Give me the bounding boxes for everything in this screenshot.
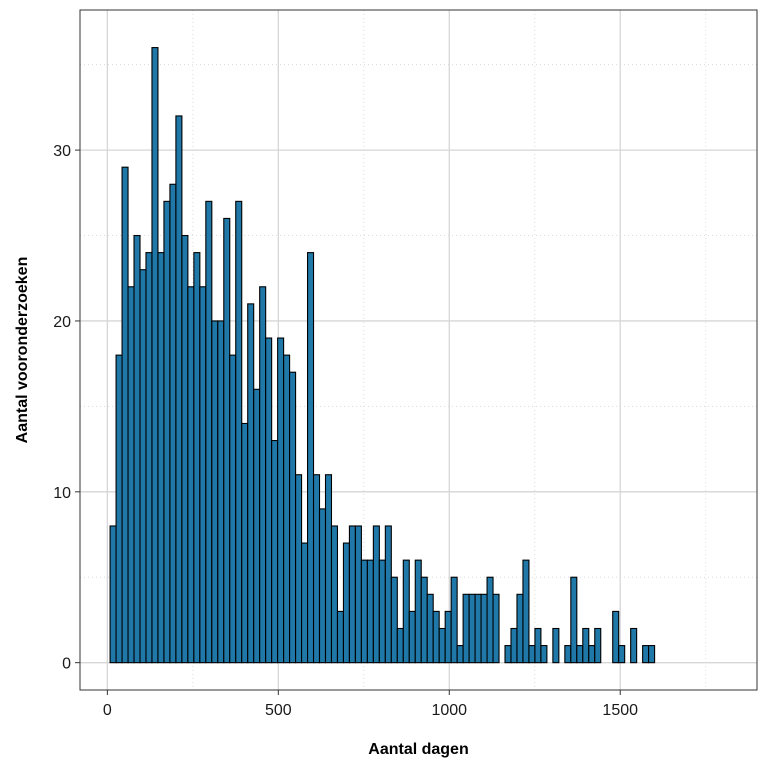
histogram-bar	[468, 593, 476, 664]
histogram-bar	[618, 645, 626, 664]
histogram-bar	[456, 645, 464, 664]
histogram-bar	[510, 627, 518, 664]
histogram-bar	[306, 252, 315, 664]
histogram-bar	[187, 286, 195, 664]
histogram-bar	[528, 645, 536, 664]
histogram-bar	[205, 200, 213, 664]
histogram-bar	[462, 593, 470, 664]
histogram-bar	[163, 200, 171, 664]
histogram-bar	[145, 252, 153, 664]
histogram-bar	[594, 627, 602, 664]
histogram-bar	[223, 217, 231, 664]
histogram-bar	[241, 422, 249, 664]
x-tick-label: 0	[103, 702, 112, 719]
y-tick-label: 30	[53, 143, 71, 160]
histogram-bar	[486, 576, 494, 664]
histogram-bar	[642, 645, 650, 664]
histogram-bar	[193, 252, 201, 664]
histogram-bar	[360, 559, 368, 664]
histogram-bar	[420, 576, 428, 664]
histogram-bar	[426, 593, 434, 664]
tick-layer: 0 500 1000 1500 0 10 20 30	[53, 143, 638, 719]
histogram-bar	[396, 627, 404, 664]
histogram-bar	[474, 593, 482, 664]
histogram-bar	[295, 474, 303, 664]
x-tick-label: 1000	[431, 702, 467, 719]
histogram-bar	[289, 371, 297, 664]
histogram-bar	[157, 252, 165, 664]
histogram-bar	[366, 559, 374, 664]
x-tick-label: 500	[265, 702, 292, 719]
histogram-bar	[354, 525, 362, 664]
histogram-bar	[318, 508, 327, 664]
histogram-bar	[402, 559, 410, 664]
histogram-bar	[115, 354, 123, 664]
histogram-bar	[588, 645, 596, 664]
histogram-bar	[139, 269, 147, 664]
histogram-bar	[109, 525, 117, 664]
histogram-bar	[414, 559, 422, 664]
histogram-bar	[432, 610, 440, 664]
histogram-bar	[348, 525, 356, 664]
histogram-bar	[534, 627, 542, 664]
histogram-bar	[127, 286, 135, 664]
histogram-bar	[169, 183, 177, 664]
panel-border	[79, 9, 758, 691]
histogram-bar	[648, 645, 656, 664]
y-tick-label: 10	[53, 485, 71, 502]
histogram-bar	[181, 234, 189, 664]
histogram-bar	[492, 593, 500, 664]
y-tick-label: 20	[53, 314, 71, 331]
histogram-bar	[564, 645, 572, 664]
histogram-bar	[576, 645, 584, 664]
histogram-bar	[217, 320, 225, 664]
histogram-bar	[570, 576, 578, 664]
histogram-bar	[378, 559, 386, 664]
y-tick-label: 0	[62, 656, 71, 673]
histogram-bar	[175, 115, 183, 664]
histogram-bar	[271, 440, 279, 664]
histogram-bar	[522, 559, 530, 664]
histogram-bar	[283, 354, 291, 664]
histogram-bar	[408, 610, 416, 664]
histogram-bar	[199, 286, 207, 664]
histogram-bar	[133, 234, 141, 664]
histogram-bar	[247, 303, 255, 664]
histogram-bar	[450, 576, 458, 664]
histogram-bar	[301, 542, 309, 664]
histogram-bar	[612, 610, 620, 664]
histogram-bar	[253, 388, 261, 664]
histogram-bar	[480, 593, 488, 664]
histogram-bar	[259, 286, 267, 664]
histogram-bar	[235, 200, 243, 664]
histogram-bar	[342, 542, 350, 664]
bar-layer	[109, 47, 656, 664]
histogram-bar	[229, 354, 237, 664]
y-axis-title: Aantal vooronderzoeken	[14, 257, 31, 444]
histogram-bar	[330, 525, 339, 664]
histogram-bar	[438, 627, 446, 664]
histogram-bar	[504, 645, 512, 664]
histogram-bar	[121, 166, 129, 664]
histogram-bar	[277, 337, 285, 664]
histogram-bar	[582, 627, 590, 664]
histogram-bar	[312, 474, 321, 664]
histogram-bar	[372, 525, 380, 664]
histogram-bar	[516, 593, 524, 664]
x-tick-label: 1500	[602, 702, 638, 719]
histogram-bar	[630, 627, 638, 664]
histogram-bar	[265, 337, 273, 664]
histogram-bar	[540, 645, 548, 664]
histogram-bar	[390, 576, 398, 664]
histogram-bar	[552, 627, 560, 664]
histogram-bar	[211, 320, 219, 664]
histogram-bar	[324, 474, 333, 664]
histogram-bar	[384, 525, 392, 664]
histogram-bar	[151, 47, 159, 664]
histogram-bar	[444, 610, 452, 664]
x-axis-title: Aantal dagen	[368, 741, 468, 758]
histogram-bar	[336, 610, 344, 664]
